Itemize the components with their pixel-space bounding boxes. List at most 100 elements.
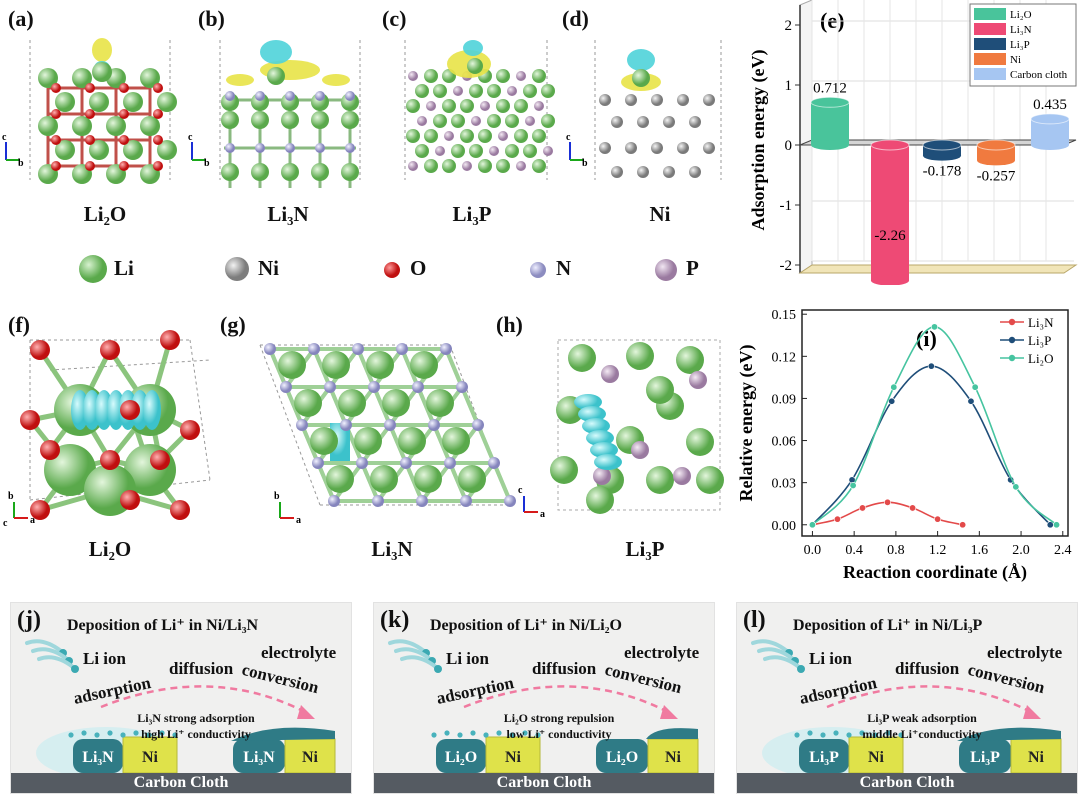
li-atom [281, 111, 299, 129]
axis-triad-g: b a [274, 491, 301, 526]
ni-atom [637, 166, 649, 178]
adsorbed-li-atom [267, 67, 285, 85]
li2o-bulk-structure [20, 330, 211, 520]
li-atom [251, 111, 269, 129]
y-tick-label: 0.06 [772, 435, 797, 450]
li-ion-dot [797, 665, 805, 673]
bar-base [811, 140, 849, 150]
data-point [909, 504, 917, 512]
o-atom [160, 330, 180, 350]
o-atom [180, 420, 200, 440]
p-atom [489, 146, 499, 156]
li-atom-icon [79, 255, 107, 283]
ni-atom [677, 94, 689, 106]
bar-base [871, 275, 909, 285]
charge-density-yellow [92, 38, 112, 62]
n-atom [416, 495, 428, 507]
ni-atom [599, 94, 611, 106]
ni-label: Ni [302, 749, 319, 766]
axis-c-label: c [188, 132, 193, 143]
li-ion-streak [37, 655, 75, 669]
li-atom [451, 114, 465, 128]
li-layer [231, 727, 335, 741]
ni-label: Ni [868, 749, 885, 766]
li-atom [310, 427, 338, 455]
ni-atom [625, 94, 637, 106]
panel-label: (k) [380, 607, 410, 633]
scheme-note-1: Li₃P weak adsorption [867, 711, 977, 725]
n-atom [504, 495, 516, 507]
axis-triad-a: c b [2, 132, 24, 168]
li-atom [460, 99, 474, 113]
ni-atom [689, 166, 701, 178]
o-atom [40, 440, 60, 460]
bond [372, 386, 392, 426]
bond [476, 424, 496, 464]
p-atom [417, 116, 427, 126]
bond [328, 386, 348, 426]
bar-cap [922, 139, 962, 151]
panel-label-g: (g) [220, 312, 246, 337]
o-atom [51, 161, 61, 171]
p-atom [426, 101, 436, 111]
caption-li3p-bulk: Li₃P [625, 537, 665, 561]
electrolyte-label: electrolyte [261, 643, 337, 662]
n-atom [456, 381, 468, 393]
bar-cap [976, 139, 1016, 151]
n-atom [400, 457, 412, 469]
li-dot [859, 730, 865, 736]
legend: Li₂O Li₃N Li₃P Ni Carbon cloth [969, 3, 1077, 87]
li-atom [496, 99, 510, 113]
ni-atom [599, 142, 611, 154]
li-atom [451, 144, 465, 158]
p-atom-icon [655, 259, 677, 281]
diffusion-arrow [100, 685, 308, 715]
li-atom [341, 111, 359, 129]
li-atom [55, 92, 75, 112]
axis-a-label: a [296, 515, 301, 526]
li-dot [807, 730, 813, 736]
n-atom [285, 143, 295, 153]
bond [284, 386, 304, 426]
p-atom [631, 441, 649, 459]
axis-b-label: b [274, 491, 280, 502]
p-atom [516, 71, 526, 81]
x-tick-label: 0.8 [887, 543, 905, 558]
li-dot [81, 730, 87, 736]
n-atom [384, 419, 396, 431]
li-atom [311, 111, 329, 129]
li-atom [469, 84, 483, 98]
ni-atom [637, 116, 649, 128]
li-atom [646, 376, 674, 404]
p-atom [525, 116, 535, 126]
n-atom-icon [530, 262, 546, 278]
li-atom [311, 163, 329, 181]
li-atom [550, 456, 578, 484]
scheme-ni-li3p: Li₃P Ni Li₃P Ni (l) Deposition of Li⁺ in Ni/L… [736, 602, 1078, 794]
compound-label: Li₂O [445, 749, 477, 766]
compound-label: Li₂O [606, 749, 638, 766]
o-atom [85, 161, 95, 171]
li-atom [338, 389, 366, 417]
axis-triad-d: c b [566, 132, 588, 168]
p-atom [534, 101, 544, 111]
li-atom [442, 159, 456, 173]
li-layer [957, 727, 1061, 741]
electrolyte-label: electrolyte [624, 643, 700, 662]
y-axis-title: Relative energy (eV) [738, 345, 757, 502]
relative-energy-chart: (i) 0.0 0.4 0.8 1.2 1.6 2.0 2.4 0.00 0.03 0.06 0.0… [738, 308, 1072, 583]
li-atom [541, 84, 555, 98]
x-tick-label: 0.0 [804, 543, 822, 558]
li-atom [496, 159, 510, 173]
o-atom-icon [384, 262, 400, 278]
ni-atom [625, 142, 637, 154]
charge-density-yellow [226, 74, 254, 86]
li-atom [458, 465, 486, 493]
bond [492, 462, 512, 502]
data-point [890, 383, 898, 391]
li-atom [410, 351, 438, 379]
li-atom [487, 84, 501, 98]
li-atom [424, 129, 438, 143]
bond [316, 462, 336, 502]
n-atom [255, 91, 265, 101]
